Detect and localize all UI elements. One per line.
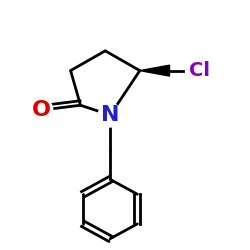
Text: N: N: [101, 105, 119, 125]
Text: O: O: [32, 100, 50, 120]
Circle shape: [29, 98, 53, 122]
Text: Cl: Cl: [189, 61, 210, 80]
Polygon shape: [140, 65, 170, 76]
Circle shape: [186, 57, 213, 84]
Circle shape: [98, 103, 122, 127]
